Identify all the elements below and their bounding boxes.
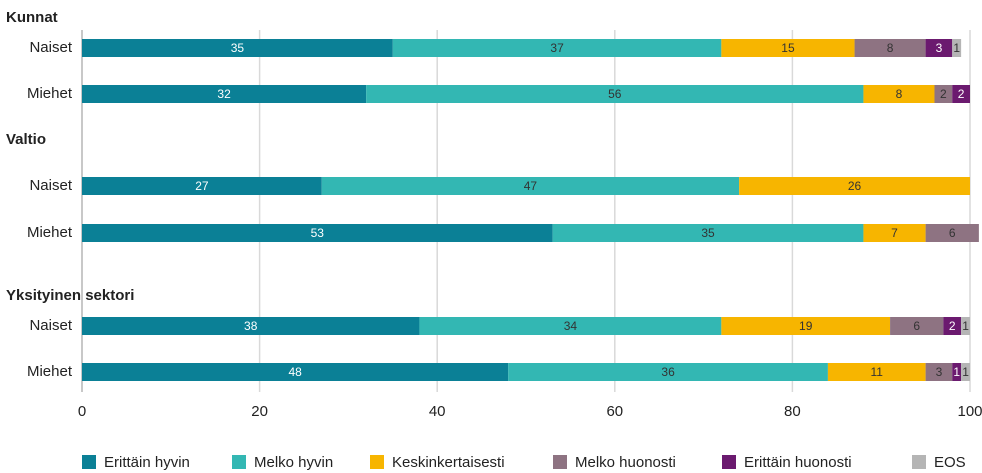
x-tick-label: 80 <box>784 403 801 420</box>
data-label: 47 <box>524 179 538 193</box>
data-label: 19 <box>799 319 813 333</box>
data-label: 48 <box>288 365 302 379</box>
group-label: Yksityinen sektori <box>6 287 134 304</box>
bar-segment <box>82 317 420 335</box>
data-label: 11 <box>871 365 884 379</box>
bar-segment <box>721 39 855 57</box>
data-label: 3 <box>936 41 943 55</box>
data-label: 2 <box>940 87 947 101</box>
bar-segment <box>82 363 509 381</box>
data-label: 2 <box>958 87 965 101</box>
legend-swatch <box>370 455 384 469</box>
bar-segment <box>366 85 864 103</box>
data-label: 38 <box>244 319 258 333</box>
bar-segment <box>890 317 944 335</box>
y-tick-label: Naiset <box>29 177 72 194</box>
bar-segment <box>943 317 962 335</box>
bar-segment <box>925 363 953 381</box>
legend-swatch <box>553 455 567 469</box>
data-label: 2 <box>949 319 956 333</box>
bar-segment <box>863 85 935 103</box>
bar-segment <box>419 317 722 335</box>
bar-segment <box>508 363 828 381</box>
bar-segment <box>952 85 970 103</box>
bar-segment <box>952 363 962 381</box>
y-tick-label: Naiset <box>29 39 72 56</box>
bar-segment <box>552 224 864 242</box>
x-tick-label: 0 <box>78 403 86 420</box>
data-label: 56 <box>608 87 622 101</box>
data-label: 32 <box>217 87 231 101</box>
x-tick-label: 20 <box>251 403 268 420</box>
y-tick-label: Miehet <box>27 85 73 102</box>
bar-segment <box>82 177 322 195</box>
bar-segment <box>82 39 393 57</box>
data-label: 37 <box>550 41 564 55</box>
data-label: 27 <box>195 179 209 193</box>
x-tick-label: 40 <box>429 403 446 420</box>
bar-segment <box>321 177 740 195</box>
group-label: Valtio <box>6 131 46 148</box>
legend-label: EOS <box>934 454 966 471</box>
legend-label: Melko hyvin <box>254 454 333 471</box>
data-label: 7 <box>891 226 898 240</box>
bar-segment <box>392 39 722 57</box>
legend-swatch <box>82 455 96 469</box>
bar-segment <box>925 39 953 57</box>
bar-segment <box>827 363 926 381</box>
data-label: 53 <box>311 226 325 240</box>
x-tick-label: 100 <box>957 403 982 420</box>
bar-segment <box>934 85 953 103</box>
data-label: 8 <box>896 87 903 101</box>
bar-segment <box>739 177 970 195</box>
legend-swatch <box>722 455 736 469</box>
bar-segment <box>854 39 926 57</box>
data-label: 6 <box>913 319 920 333</box>
data-label: 36 <box>661 365 675 379</box>
group-label: Kunnat <box>6 9 58 26</box>
bar-segment <box>82 85 367 103</box>
x-tick-label: 60 <box>606 403 623 420</box>
bar-segment <box>721 317 891 335</box>
data-label: 1 <box>962 319 969 333</box>
y-tick-label: Naiset <box>29 317 72 334</box>
data-label: 35 <box>701 226 715 240</box>
data-label: 8 <box>887 41 894 55</box>
bar-segment <box>863 224 926 242</box>
bar-segment <box>952 39 962 57</box>
data-label: 3 <box>936 365 943 379</box>
legend-label: Melko huonosti <box>575 454 676 471</box>
bar-segment <box>82 224 553 242</box>
bar-segment <box>961 363 970 381</box>
data-label: 1 <box>953 41 960 55</box>
y-tick-label: Miehet <box>27 224 73 241</box>
data-label: 26 <box>848 179 862 193</box>
legend-label: Keskinkertaisesti <box>392 454 505 471</box>
legend-label: Erittäin huonosti <box>744 454 852 471</box>
y-tick-label: Miehet <box>27 363 73 380</box>
data-label: 35 <box>231 41 245 55</box>
bar-segment <box>925 224 979 242</box>
legend-swatch <box>912 455 926 469</box>
data-label: 6 <box>949 226 956 240</box>
data-label: 1 <box>962 365 969 379</box>
legend-swatch <box>232 455 246 469</box>
data-label: 1 <box>953 365 960 379</box>
legend-label: Erittäin hyvin <box>104 454 190 471</box>
data-label: 34 <box>564 319 578 333</box>
bar-segment <box>961 317 970 335</box>
data-label: 15 <box>781 41 795 55</box>
